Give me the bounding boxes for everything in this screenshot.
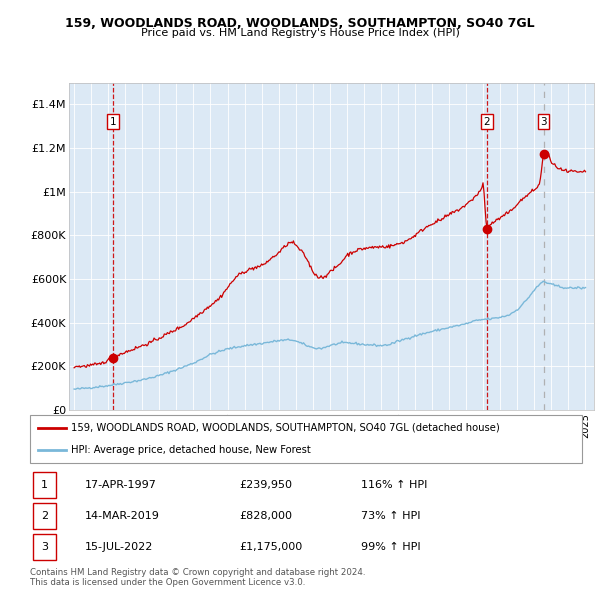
Text: 17-APR-1997: 17-APR-1997 <box>85 480 157 490</box>
Text: 2: 2 <box>484 117 490 127</box>
Text: 3: 3 <box>41 542 48 552</box>
Text: HPI: Average price, detached house, New Forest: HPI: Average price, detached house, New … <box>71 445 311 455</box>
Text: £828,000: £828,000 <box>240 511 293 521</box>
Text: 116% ↑ HPI: 116% ↑ HPI <box>361 480 428 490</box>
Text: £1,175,000: £1,175,000 <box>240 542 303 552</box>
FancyBboxPatch shape <box>30 415 582 463</box>
Text: 1: 1 <box>110 117 116 127</box>
Text: 15-JUL-2022: 15-JUL-2022 <box>85 542 154 552</box>
Text: 3: 3 <box>540 117 547 127</box>
Text: 1: 1 <box>41 480 48 490</box>
Text: Contains HM Land Registry data © Crown copyright and database right 2024.
This d: Contains HM Land Registry data © Crown c… <box>30 568 365 587</box>
Text: £239,950: £239,950 <box>240 480 293 490</box>
FancyBboxPatch shape <box>33 471 56 498</box>
Text: 14-MAR-2019: 14-MAR-2019 <box>85 511 160 521</box>
FancyBboxPatch shape <box>33 534 56 560</box>
Text: 99% ↑ HPI: 99% ↑ HPI <box>361 542 421 552</box>
Text: 2: 2 <box>41 511 48 521</box>
Text: 73% ↑ HPI: 73% ↑ HPI <box>361 511 421 521</box>
Text: 159, WOODLANDS ROAD, WOODLANDS, SOUTHAMPTON, SO40 7GL (detached house): 159, WOODLANDS ROAD, WOODLANDS, SOUTHAMP… <box>71 423 500 433</box>
Text: Price paid vs. HM Land Registry's House Price Index (HPI): Price paid vs. HM Land Registry's House … <box>140 28 460 38</box>
Text: 159, WOODLANDS ROAD, WOODLANDS, SOUTHAMPTON, SO40 7GL: 159, WOODLANDS ROAD, WOODLANDS, SOUTHAMP… <box>65 17 535 30</box>
FancyBboxPatch shape <box>33 503 56 529</box>
